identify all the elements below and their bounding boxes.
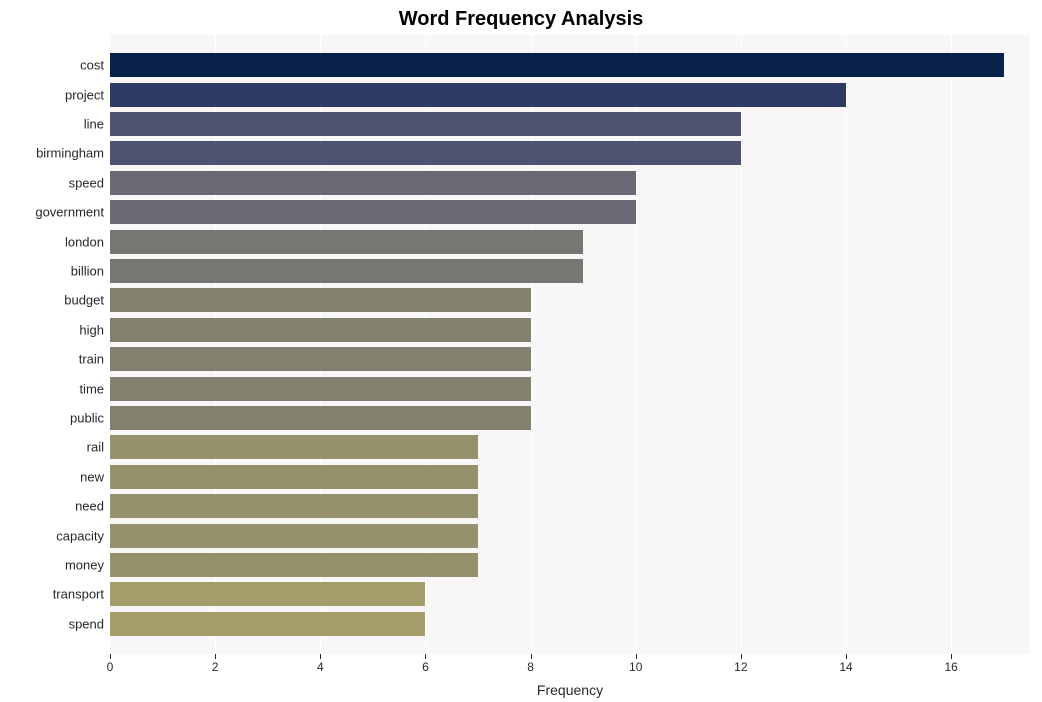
y-tick-label: train: [79, 352, 104, 367]
bar: [110, 553, 478, 577]
bar: [110, 112, 741, 136]
x-tick: [531, 654, 532, 659]
bar: [110, 435, 478, 459]
y-tick-label: rail: [87, 440, 104, 455]
y-tick-label: spend: [69, 616, 104, 631]
bar: [110, 406, 531, 430]
y-tick-label: need: [75, 499, 104, 514]
y-tick-label: time: [79, 381, 104, 396]
gridline: [846, 35, 847, 654]
bar: [110, 171, 636, 195]
x-tick: [741, 654, 742, 659]
x-tick-label: 10: [629, 660, 642, 674]
x-tick-label: 8: [527, 660, 534, 674]
x-tick-label: 0: [107, 660, 114, 674]
y-tick-label: government: [35, 205, 104, 220]
x-tick: [110, 654, 111, 659]
bar: [110, 141, 741, 165]
bar: [110, 200, 636, 224]
y-tick-label: line: [84, 116, 104, 131]
gridline: [951, 35, 952, 654]
bar: [110, 582, 425, 606]
y-tick-label: billion: [71, 263, 104, 278]
x-tick: [846, 654, 847, 659]
y-tick-label: budget: [64, 293, 104, 308]
y-tick-label: high: [79, 322, 104, 337]
y-tick-label: transport: [53, 587, 104, 602]
x-tick: [425, 654, 426, 659]
y-axis: cost project line birmingham speed government…: [0, 35, 110, 654]
y-tick-label: birmingham: [36, 146, 104, 161]
x-tick-label: 16: [944, 660, 957, 674]
bar: [110, 318, 531, 342]
bar: [110, 230, 583, 254]
y-tick-label: speed: [69, 175, 104, 190]
x-tick: [636, 654, 637, 659]
bar: [110, 259, 583, 283]
x-tick-label: 12: [734, 660, 747, 674]
y-tick-label: project: [65, 87, 104, 102]
plot-area: [110, 35, 1030, 654]
y-tick-label: new: [80, 469, 104, 484]
chart-area: cost project line birmingham speed government…: [0, 35, 1042, 701]
bar: [110, 524, 478, 548]
bar: [110, 465, 478, 489]
bar: [110, 288, 531, 312]
x-tick: [951, 654, 952, 659]
y-tick-label: london: [65, 234, 104, 249]
x-axis-title: Frequency: [537, 682, 603, 698]
bar: [110, 53, 1004, 77]
y-tick-label: public: [70, 411, 104, 426]
x-tick-label: 4: [317, 660, 324, 674]
gridline: [741, 35, 742, 654]
chart-title: Word Frequency Analysis: [399, 8, 644, 31]
y-tick-label: capacity: [56, 528, 104, 543]
y-tick-label: money: [65, 558, 104, 573]
bar: [110, 347, 531, 371]
y-tick-label: cost: [80, 58, 104, 73]
x-tick-label: 14: [839, 660, 852, 674]
bar: [110, 612, 425, 636]
x-axis: Frequency 0 2 4 6 8 10 12 14 16: [110, 654, 1030, 702]
bar: [110, 494, 478, 518]
bar: [110, 377, 531, 401]
x-tick: [215, 654, 216, 659]
x-tick-label: 6: [422, 660, 429, 674]
bar: [110, 83, 846, 107]
x-tick: [320, 654, 321, 659]
x-tick-label: 2: [212, 660, 219, 674]
